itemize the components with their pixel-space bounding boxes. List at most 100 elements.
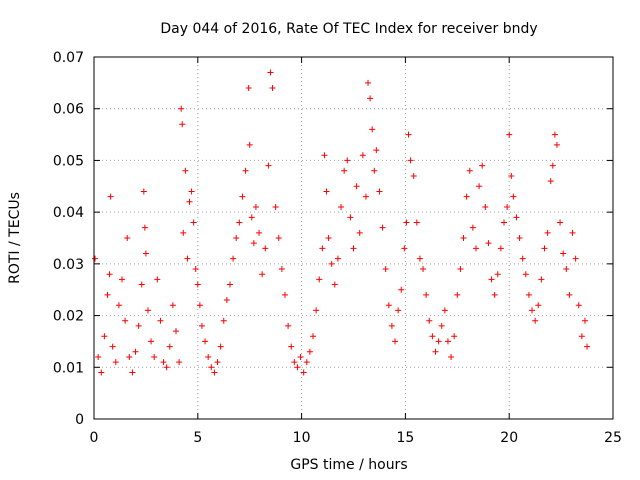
data-point	[522, 271, 529, 278]
data-point	[265, 162, 272, 169]
data-point	[259, 271, 266, 278]
data-point	[557, 219, 564, 226]
data-point	[188, 188, 195, 195]
data-point	[112, 359, 119, 366]
data-point	[491, 291, 498, 298]
data-point	[401, 245, 408, 252]
data-point	[494, 271, 501, 278]
data-point	[140, 188, 147, 195]
data-point	[179, 121, 186, 128]
data-point	[435, 338, 442, 345]
data-point	[321, 152, 328, 159]
data-point	[353, 183, 360, 190]
data-point	[485, 240, 492, 247]
data-point	[563, 266, 570, 273]
y-tick-label: 0	[75, 412, 84, 428]
data-point	[441, 307, 448, 314]
data-point	[194, 281, 201, 288]
data-point	[217, 343, 224, 350]
data-point	[457, 266, 464, 273]
data-point	[379, 224, 386, 231]
data-point	[463, 193, 470, 200]
data-point	[291, 359, 298, 366]
data-point	[160, 359, 167, 366]
data-point	[107, 193, 114, 200]
data-point	[369, 126, 376, 133]
data-point	[109, 343, 116, 350]
data-point	[115, 302, 122, 309]
x-tick-label: 20	[500, 430, 518, 446]
data-point	[413, 219, 420, 226]
data-point	[173, 328, 180, 335]
x-tick-labels: 0 5 10 15 20 25	[90, 430, 622, 446]
data-point	[416, 255, 423, 262]
data-point	[198, 322, 205, 329]
data-point	[385, 302, 392, 309]
data-point	[566, 291, 573, 298]
data-point	[163, 364, 170, 371]
data-point	[223, 297, 230, 304]
data-point	[285, 322, 292, 329]
data-point	[544, 229, 551, 236]
data-point	[138, 281, 145, 288]
data-point	[288, 343, 295, 350]
data-point	[454, 291, 461, 298]
data-point	[300, 369, 307, 376]
y-tick-label: 0.05	[53, 153, 84, 169]
data-point	[214, 359, 221, 366]
data-point	[178, 105, 185, 112]
data-point	[95, 353, 102, 360]
data-point	[371, 167, 378, 174]
data-point	[106, 271, 113, 278]
data-point	[551, 131, 558, 138]
x-tick-label: 0	[90, 430, 99, 446]
y-tick-label: 0.01	[53, 360, 84, 376]
data-point	[466, 167, 473, 174]
data-point	[230, 255, 237, 262]
data-point	[331, 281, 338, 288]
y-axis-label: ROTI / TECUs	[7, 192, 23, 284]
data-point	[472, 245, 479, 252]
data-point	[547, 178, 554, 185]
data-point	[432, 348, 439, 355]
data-point	[482, 203, 489, 210]
data-point	[180, 229, 187, 236]
x-tick-label: 5	[193, 430, 202, 446]
data-point	[297, 353, 304, 360]
grid-lines	[94, 57, 613, 419]
data-point	[135, 322, 142, 329]
data-point	[584, 343, 591, 350]
data-point	[124, 235, 131, 241]
data-point	[519, 255, 526, 262]
x-tick-label: 10	[293, 430, 311, 446]
data-point	[488, 276, 495, 283]
data-point	[101, 333, 108, 340]
data-point	[233, 235, 240, 241]
data-point	[388, 322, 395, 329]
data-point	[451, 333, 458, 340]
data-point	[323, 188, 330, 195]
data-point	[376, 188, 383, 195]
data-point	[192, 266, 199, 273]
data-point	[294, 364, 301, 371]
data-point	[398, 286, 405, 293]
data-point	[405, 131, 412, 138]
data-point	[359, 152, 366, 159]
data-point	[176, 359, 183, 366]
y-tick-label: 0.02	[53, 309, 84, 325]
plot-frame	[93, 56, 614, 420]
data-point	[426, 317, 433, 324]
data-point	[535, 302, 542, 309]
data-point	[310, 333, 317, 340]
data-point	[325, 235, 332, 241]
data-point	[382, 266, 389, 273]
data-point	[148, 338, 155, 345]
data-point	[220, 317, 227, 324]
data-point	[575, 302, 582, 309]
data-point	[429, 333, 436, 340]
data-point	[239, 193, 246, 200]
data-point	[501, 219, 508, 226]
data-point	[328, 260, 335, 267]
data-point	[356, 229, 363, 236]
